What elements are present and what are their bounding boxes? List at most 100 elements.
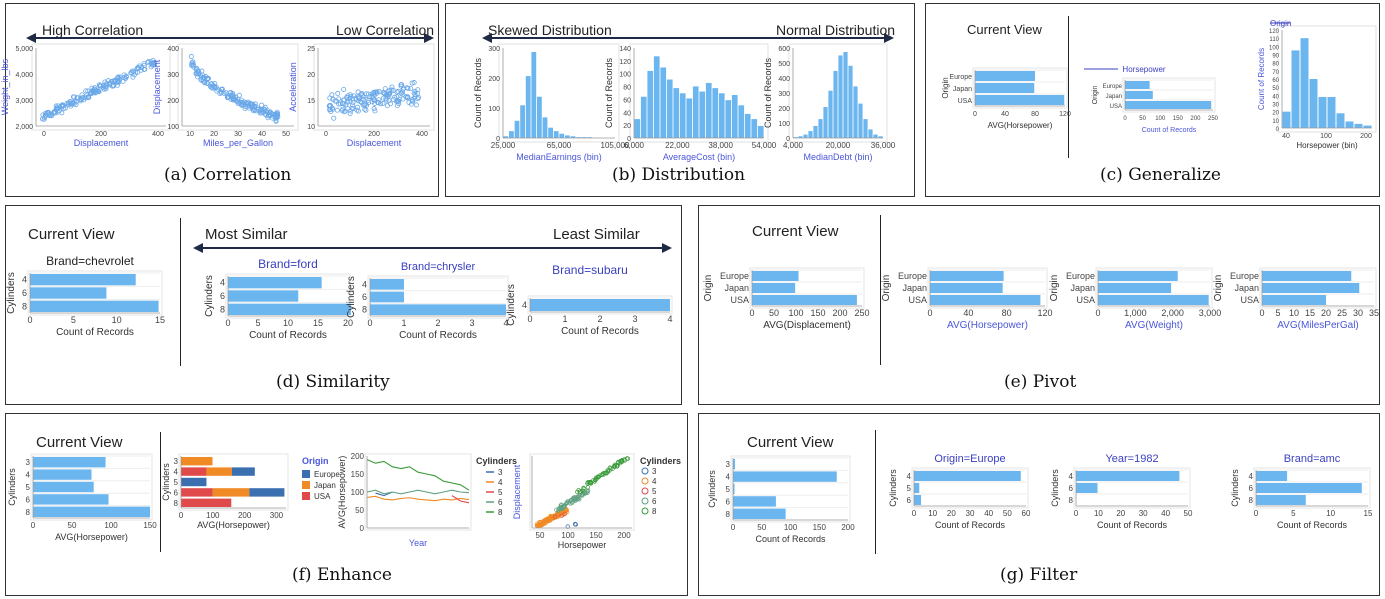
y-axis-title: Origin [941, 77, 950, 98]
x-tick-label: 80 [1002, 308, 1012, 318]
x-tick-label: 40 [1161, 509, 1170, 518]
x-tick-label: 0 [731, 523, 736, 532]
scatter-point [227, 90, 233, 96]
scatter-point [576, 487, 581, 493]
scatter-point [607, 465, 613, 470]
scatter-point [131, 69, 137, 75]
x-tick-label: 10 [928, 509, 937, 518]
histogram-bar [718, 93, 725, 138]
scatter-point [575, 494, 581, 499]
x-tick-label: 120 [1037, 308, 1052, 318]
y-tick-label: 100 [351, 488, 365, 497]
y-tick-label: 600 [778, 46, 790, 53]
bar [1262, 271, 1352, 281]
chart-title: Origin=Europe [934, 453, 1005, 465]
x-axis-title: Count of Records [561, 326, 639, 337]
chart-title: Horsepower [1122, 65, 1165, 74]
scatter-point [387, 91, 393, 97]
x-tick-label: 40 [1001, 111, 1009, 118]
current-view-f: Current View [36, 434, 123, 451]
x-axis-title: AVG(Displacement) [763, 320, 851, 331]
scatter-point [388, 101, 394, 107]
x-tick-label: 200 [238, 511, 252, 520]
histogram-bar [793, 137, 798, 138]
scatter-point [189, 60, 195, 66]
legend-label: 8 [652, 507, 657, 516]
scatter-point [568, 498, 573, 504]
legend-label: 5 [498, 488, 503, 497]
x-tick-label: 1,000 [1124, 308, 1147, 318]
x-tick-label: 200 [95, 131, 107, 138]
x-tick-label: 100 [104, 521, 118, 530]
category-label: 4 [362, 279, 367, 289]
y-tick-label: 30 [1272, 103, 1279, 109]
scatter-point [382, 91, 388, 97]
category-label: Japan [1070, 283, 1095, 293]
x-tick-label: 15 [313, 318, 323, 328]
scatter-point [340, 100, 346, 106]
caption-similarity: (d) Similarity [276, 372, 390, 392]
chart-frame [1095, 267, 1213, 309]
category-label: Europe [1066, 271, 1095, 281]
histogram-bar [705, 82, 712, 138]
chart-frame [730, 455, 851, 523]
scatter-point [350, 102, 356, 108]
scatter-point [245, 99, 251, 105]
chart-frame [177, 43, 299, 131]
legend-label: 3 [498, 468, 503, 477]
scatter-point [396, 98, 402, 104]
histogram-bar [873, 134, 878, 138]
histogram-bar [878, 136, 883, 138]
scatter-point [225, 95, 231, 101]
bar [975, 83, 1035, 93]
bar [30, 287, 107, 299]
bar [914, 471, 1021, 481]
x-axis-title: Count of Records [249, 330, 327, 341]
y-tick-label: 500 [778, 61, 790, 68]
low-correlation-label: Low Correlation [336, 22, 435, 38]
divider-d [180, 218, 181, 366]
chart-title: Brand=ford [258, 257, 318, 271]
scatter-point [398, 82, 404, 88]
x-tick-label: 0 [225, 318, 230, 328]
y-tick-label: 25 [307, 46, 315, 53]
scatter-point [53, 106, 59, 112]
x-tick-label: 50 [536, 531, 545, 540]
bar [228, 303, 351, 315]
divider-e [880, 215, 881, 365]
chart-frame [498, 43, 620, 143]
chart-frame [30, 453, 153, 521]
histogram-bar [520, 105, 525, 138]
y-tick-label: 0 [496, 136, 500, 143]
caption-filter: (g) Filter [1000, 565, 1078, 585]
y-axis-title: Count of Records [473, 57, 483, 128]
histogram-bar [542, 117, 548, 138]
y-tick-label: 100 [167, 124, 179, 131]
category-label: 4 [220, 278, 225, 288]
category-label: USA [1076, 295, 1095, 305]
scatter-point [350, 100, 356, 106]
scatter-point [414, 91, 420, 97]
x-tick-label: 100 [206, 511, 220, 520]
chart-title: Year=1982 [1105, 453, 1158, 465]
stacked-bar-segment [231, 467, 255, 476]
scatter-point [612, 462, 618, 467]
series-line [451, 495, 470, 504]
stacked-bar-segment [212, 488, 250, 497]
x-tick-label: 100 [561, 531, 575, 540]
scatter-point [536, 523, 542, 528]
scatter-point [372, 100, 378, 106]
histogram-bar [531, 52, 537, 138]
legend-marker [641, 467, 649, 475]
scatter-point [211, 83, 217, 89]
x-axis-title: Horsepower (bin) [1296, 141, 1358, 150]
category-label: 5 [174, 478, 179, 487]
scatter-point [335, 90, 341, 96]
skewed-distribution-label: Skewed Distribution [488, 22, 612, 38]
x-tick-label: 36,000 [871, 141, 896, 150]
bar [33, 457, 106, 468]
y-tick-label: 20 [623, 123, 631, 130]
x-axis-title: Count of Records [1142, 127, 1197, 134]
